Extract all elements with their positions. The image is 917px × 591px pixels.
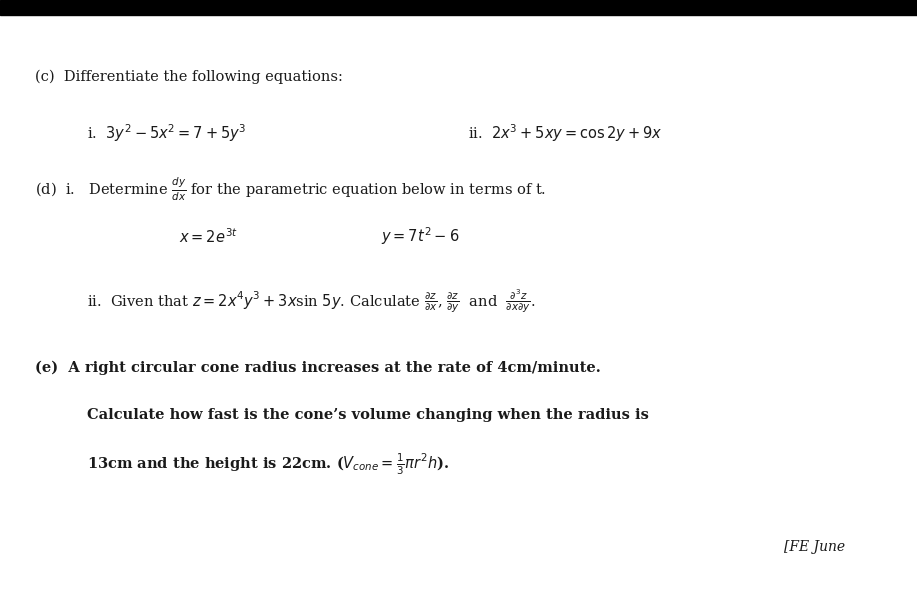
- Text: 13cm and the height is 22cm. ($V_{cone} = \frac{1}{3}\pi r^2 h$).: 13cm and the height is 22cm. ($V_{cone} …: [87, 452, 449, 476]
- Text: ii.  Given that $z = 2x^4y^3 + 3x$sin $5y$. Calculate $\frac{\partial z}{\partia: ii. Given that $z = 2x^4y^3 + 3x$sin $5y…: [87, 288, 536, 315]
- Text: (c)  Differentiate the following equations:: (c) Differentiate the following equation…: [35, 70, 343, 84]
- Text: i.  $3y^2 - 5x^2 = 7 + 5y^3$: i. $3y^2 - 5x^2 = 7 + 5y^3$: [87, 122, 247, 144]
- Text: [FE June: [FE June: [784, 540, 845, 554]
- Text: (e)  A right circular cone radius increases at the rate of 4cm/minute.: (e) A right circular cone radius increas…: [35, 361, 601, 375]
- Text: (d)  i.   Determine $\frac{dy}{dx}$ for the parametric equation below in terms o: (d) i. Determine $\frac{dy}{dx}$ for the…: [35, 176, 547, 203]
- Text: $x = 2e^{3t}$: $x = 2e^{3t}$: [179, 227, 238, 246]
- Text: ii.  $2x^3 + 5xy = \cos 2y + 9x$: ii. $2x^3 + 5xy = \cos 2y + 9x$: [468, 122, 662, 144]
- Text: Calculate how fast is the cone’s volume changing when the radius is: Calculate how fast is the cone’s volume …: [87, 408, 649, 422]
- Bar: [0, 0, 917, 15]
- Text: $y = 7t^2 - 6$: $y = 7t^2 - 6$: [381, 226, 459, 247]
